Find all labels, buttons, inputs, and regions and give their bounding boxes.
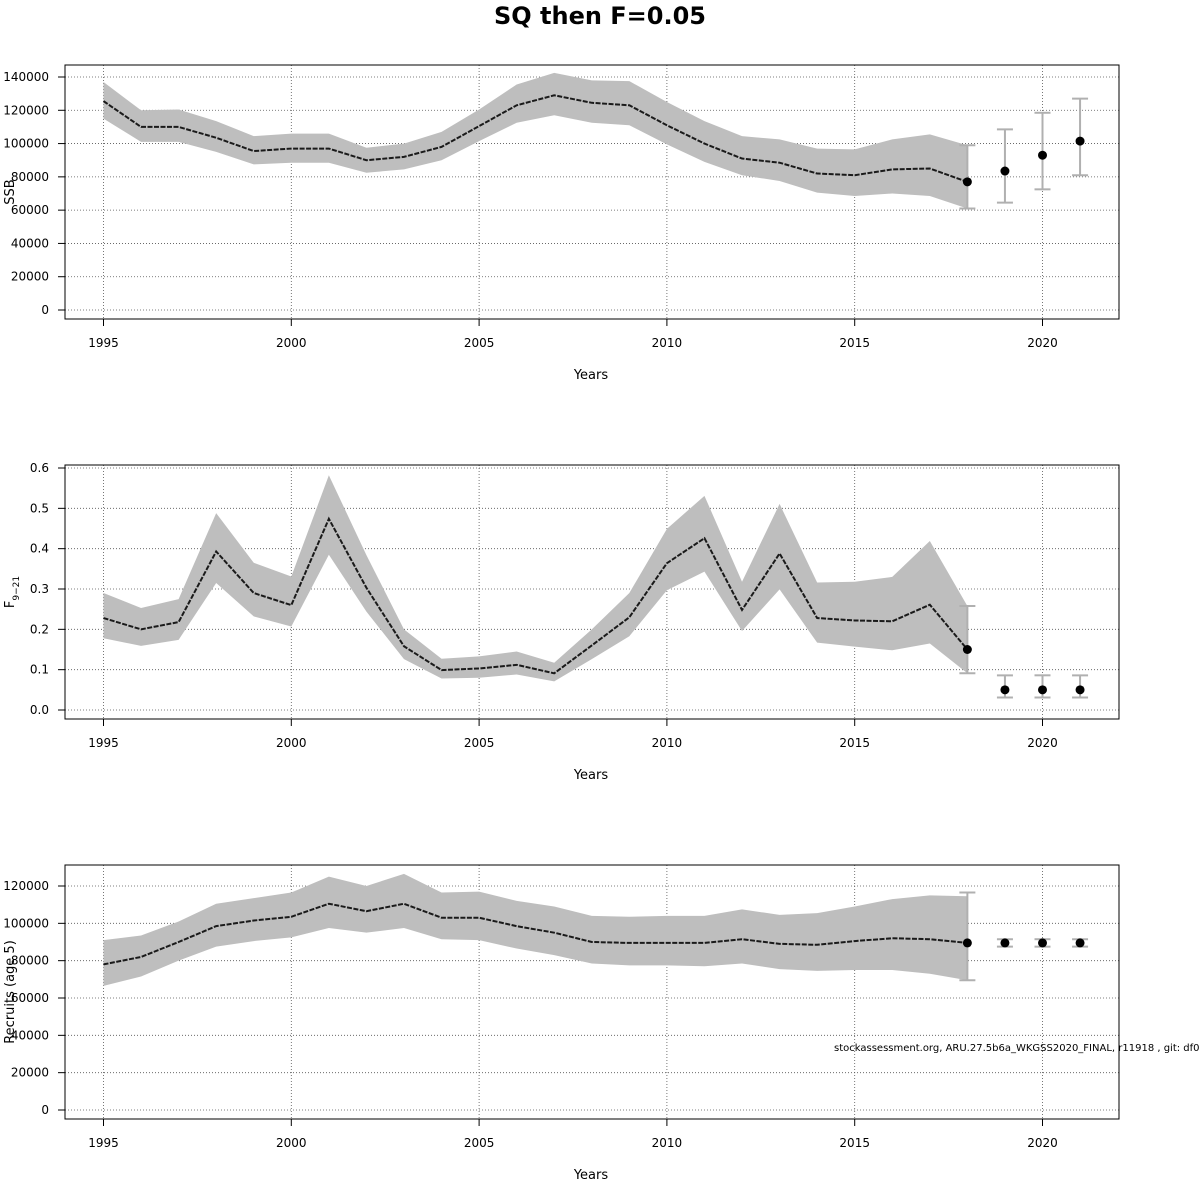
y-tick-label: 0.0: [30, 703, 49, 717]
plot-frame: [64, 464, 1120, 720]
plot-frame: [64, 864, 1120, 1120]
y-tick-label: 0: [41, 303, 49, 317]
y-tick-label: 0.1: [30, 663, 49, 677]
confidence-band: [103, 475, 968, 682]
forecast-point: [1075, 136, 1085, 146]
y-tick-label: 80000: [11, 170, 49, 184]
y-tick-label: 120000: [3, 879, 49, 893]
y-axis-label: SSB: [3, 179, 18, 204]
x-tick-label: 2015: [839, 336, 870, 350]
x-tick-label: 1995: [88, 736, 119, 750]
forecast-point: [962, 938, 972, 948]
y-tick-label: 0.4: [30, 542, 49, 556]
credit-text: stockassessment.org, ARU.27.5b6a_WKGSS20…: [834, 1043, 1200, 1054]
forecast-point: [1075, 685, 1085, 695]
y-tick-label: 80000: [11, 954, 49, 968]
x-tick-label: 2020: [1027, 736, 1058, 750]
forecast-point: [1038, 685, 1047, 695]
y-axis-label: F9−21: [3, 576, 22, 608]
forecast-point: [1075, 938, 1085, 948]
x-axis-label: Years: [573, 368, 609, 383]
y-tick-label: 40000: [11, 1028, 49, 1042]
estimate-line: [103, 516, 969, 675]
y-tick-label: 100000: [3, 916, 49, 930]
y-tick-label: 20000: [11, 270, 49, 284]
x-tick-label: 2005: [464, 736, 495, 750]
forecast-point: [962, 177, 972, 187]
x-tick-label: 1995: [88, 336, 119, 350]
estimate-line: [103, 902, 968, 966]
x-tick-label: 2015: [839, 1136, 870, 1150]
recruitment-panel: 1995 2000 2005 2010 2015 2020 0 20000 40000 60000…: [3, 864, 1120, 1183]
forecast-point: [1038, 150, 1047, 160]
x-tick-label: 2015: [839, 736, 870, 750]
fishing-mortality-panel: 1995 2000 2005 2010 2015 2020 0.0 0.1 0.2 0.3 0.4 0…: [3, 461, 1120, 783]
y-tick-label: 60000: [11, 203, 49, 217]
ssb-panel: 1995 2000 2005 2010 2015 2020 0 20000 40000 60000…: [3, 64, 1120, 383]
plot-frame: [64, 64, 1120, 320]
x-tick-label: 2020: [1027, 336, 1058, 350]
y-tick-label: 0.3: [30, 582, 49, 596]
forecast-point: [1000, 938, 1010, 948]
estimate-line: [102, 94, 968, 183]
forecast-point: [962, 645, 972, 654]
confidence-band: [103, 72, 968, 209]
y-tick-label: 0.6: [30, 461, 49, 475]
y-axis-label: Recruits (age 5): [3, 940, 18, 1044]
x-tick-label: 2010: [652, 1136, 683, 1150]
y-tick-label: 0.5: [30, 501, 49, 515]
y-tick-label: 140000: [3, 70, 49, 84]
y-tick-label: 0.2: [30, 622, 49, 636]
forecast-point: [1000, 166, 1010, 176]
x-axis-label: Years: [573, 768, 609, 783]
x-tick-label: 2000: [276, 736, 307, 750]
y-tick-label: 120000: [3, 103, 49, 117]
x-tick-label: 2010: [652, 736, 683, 750]
y-tick-label: 40000: [11, 236, 49, 250]
y-tick-label: 60000: [11, 991, 49, 1005]
y-tick-label: 0: [41, 1103, 49, 1117]
x-tick-label: 1995: [88, 1136, 119, 1150]
main-title: SQ then F=0.05: [493, 2, 707, 30]
y-tick-label: 20000: [11, 1066, 49, 1080]
x-tick-label: 2010: [652, 336, 683, 350]
forecast-point: [1038, 938, 1047, 948]
x-tick-label: 2000: [276, 336, 307, 350]
x-tick-label: 2020: [1027, 1136, 1058, 1150]
y-tick-label: 100000: [3, 137, 49, 151]
forecast-point: [1000, 685, 1010, 695]
x-tick-label: 2005: [464, 1136, 495, 1150]
x-axis-label: Years: [573, 1168, 609, 1183]
x-tick-label: 2005: [464, 336, 495, 350]
y-axis-label-subscript: 9−21: [12, 576, 22, 601]
x-tick-label: 2000: [276, 1136, 307, 1150]
